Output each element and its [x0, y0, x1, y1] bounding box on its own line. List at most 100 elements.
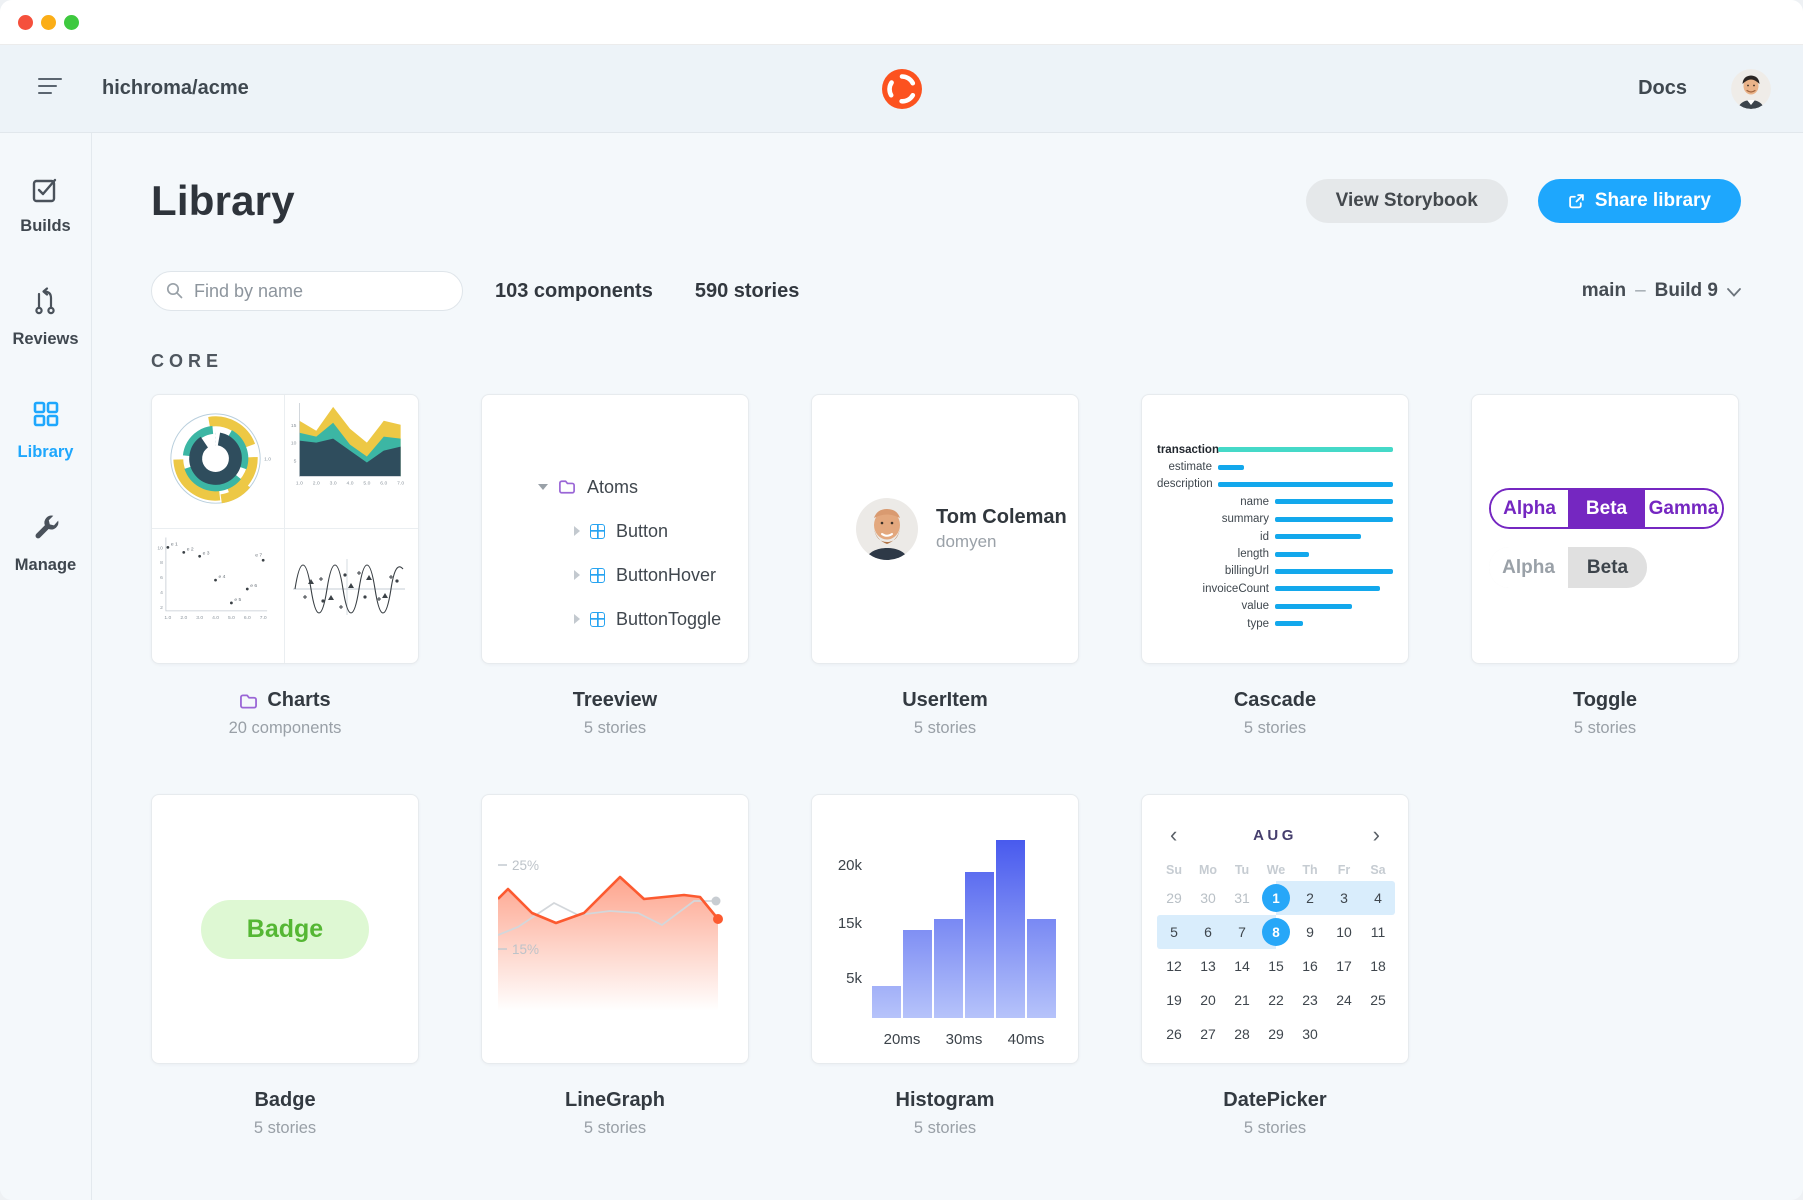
calendar-day-number: 29: [1166, 890, 1182, 906]
svg-text:1.0: 1.0: [264, 457, 271, 463]
calendar-day: 10: [1327, 915, 1361, 949]
linegraph-card-subtitle: 5 stories: [583, 1119, 647, 1137]
linegraph-card-title: LineGraph: [564, 1089, 665, 1111]
calendar-day-number: 4: [1374, 890, 1382, 906]
useritem-avatar: [856, 498, 918, 560]
components-count: 103 components: [495, 279, 653, 302]
charts-thumbnail: 1.0 15: [152, 395, 418, 663]
cascade-card[interactable]: transaction estimate descrip: [1141, 394, 1409, 664]
cascade-row: transaction: [1157, 441, 1393, 458]
calendar-day: 31: [1225, 881, 1259, 915]
calendar-day: 21: [1225, 983, 1259, 1017]
svg-text:25%: 25%: [512, 858, 539, 873]
component-cell-toggle: Alpha Beta Gamma Alpha Beta Toggle 5 storie…: [1471, 394, 1739, 738]
cascade-row-label: estimate: [1168, 461, 1212, 474]
view-storybook-label: View Storybook: [1335, 190, 1478, 211]
search-input[interactable]: [151, 271, 463, 311]
badge-card-subtitle: 5 stories: [253, 1119, 317, 1137]
svg-text:e 3: e 3: [203, 550, 210, 556]
cascade-row-label: transaction: [1157, 443, 1219, 456]
sidebar-item-reviews[interactable]: Reviews: [12, 286, 79, 349]
calendar-day: 11: [1361, 915, 1395, 949]
toggle-segment: Gamma: [1645, 490, 1722, 527]
histogram-x-label: 30ms: [945, 1031, 983, 1048]
useritem-card-subtitle: 5 stories: [913, 719, 977, 737]
view-storybook-button[interactable]: View Storybook: [1305, 179, 1508, 223]
build-selector[interactable]: main – Build 9: [1582, 280, 1741, 302]
calendar-day-number: 7: [1238, 924, 1246, 940]
linegraph-card[interactable]: 25% 15%: [481, 794, 749, 1064]
sidebar-item-manage[interactable]: Manage: [15, 512, 76, 575]
histogram-card[interactable]: 20k 15k 5k 20ms 30ms 40ms: [811, 794, 1079, 1064]
branch-separator: –: [1635, 280, 1646, 301]
docs-link[interactable]: Docs: [1638, 77, 1687, 99]
datepicker-card[interactable]: ‹ AUG › Su Mo Tu We Th Fr Sa: [1141, 794, 1409, 1064]
badge-card[interactable]: Badge: [151, 794, 419, 1064]
useritem-card[interactable]: Tom Coleman domyen: [811, 394, 1079, 664]
app-header: hichroma/acme Docs: [0, 45, 1803, 133]
calendar-weekdays: Su Mo Tu We Th Fr Sa: [1157, 859, 1393, 881]
calendar-day-number: 8: [1272, 924, 1280, 940]
calendar-weekday: Th: [1302, 863, 1318, 877]
calendar-day-number: 27: [1200, 1026, 1216, 1042]
component-grid: 1.0 1 5: [151, 394, 1741, 1138]
calendar-day: 14: [1225, 949, 1259, 983]
toggle-segment: Beta: [1568, 490, 1645, 527]
svg-text:1.0: 1.0: [296, 480, 303, 486]
component-cell-datepicker: ‹ AUG › Su Mo Tu We Th Fr Sa: [1141, 794, 1409, 1138]
calendar-day-number: 3: [1340, 890, 1348, 906]
caret-icon: [574, 614, 580, 624]
calendar-day-number: 17: [1336, 958, 1352, 974]
component-icon: [590, 611, 605, 627]
calendar-day-number: 11: [1370, 924, 1386, 940]
calendar-day-number: 30: [1200, 890, 1216, 906]
toggle-card-title: Toggle: [1572, 689, 1638, 711]
sidebar-item-builds[interactable]: Builds: [20, 175, 71, 236]
cascade-row-label: value: [1241, 600, 1270, 613]
histogram-bar: [872, 986, 901, 1018]
calendar-day: 17: [1327, 949, 1361, 983]
close-button[interactable]: [18, 14, 33, 30]
useritem-username: domyen: [936, 532, 997, 551]
charts-card[interactable]: 1.0 15: [151, 394, 419, 664]
useritem-card-title: UserItem: [902, 689, 988, 711]
calendar-day-number: 9: [1306, 924, 1314, 940]
share-library-button[interactable]: Share library: [1537, 179, 1741, 223]
treeview-card[interactable]: Atoms Button: [481, 394, 749, 664]
calendar-day-number: 5: [1170, 924, 1178, 940]
sidebar-label-manage: Manage: [14, 556, 77, 574]
sidebar-item-library[interactable]: Library: [18, 399, 73, 462]
histogram-y-label: 5k: [846, 970, 862, 987]
menu-icon[interactable]: [38, 77, 62, 100]
svg-text:7.0: 7.0: [397, 480, 404, 486]
histogram-y-label: 15k: [837, 915, 862, 932]
calendar-day-number: 26: [1166, 1026, 1182, 1042]
calendar-day: 4: [1361, 881, 1395, 915]
toggle-card[interactable]: Alpha Beta Gamma Alpha Beta: [1471, 394, 1739, 664]
calendar-day: 29: [1259, 1017, 1293, 1051]
histogram-bar: [996, 840, 1025, 1018]
tree-item: Atoms: [538, 465, 748, 509]
tree-item-icon: [590, 523, 605, 539]
user-avatar[interactable]: [1731, 68, 1771, 109]
scatter-chart-thumb: e 1 e 2 e 3 e 4 e 5 e 6 e 7: [152, 529, 285, 663]
toggle-card-subtitle: 5 stories: [1573, 719, 1637, 737]
cascade-row-label: description: [1157, 478, 1213, 491]
calendar-day: 1: [1259, 881, 1293, 915]
calendar-day-number: 30: [1302, 1026, 1318, 1042]
calendar-next-icon: ›: [1372, 822, 1380, 847]
zoom-button[interactable]: [64, 14, 79, 30]
org-breadcrumb[interactable]: hichroma/acme: [102, 77, 249, 99]
calendar-day: 22: [1259, 983, 1293, 1017]
cascade-card-subtitle: 5 stories: [1243, 719, 1307, 737]
tree-item-label: Atoms: [587, 476, 639, 497]
svg-text:2: 2: [160, 605, 163, 611]
calendar-day-number: 1: [1272, 890, 1280, 906]
cascade-thumbnail: transaction estimate descrip: [1142, 395, 1408, 632]
cascade-row-label: type: [1247, 617, 1269, 630]
calendar-day: 5: [1157, 915, 1191, 949]
minimize-button[interactable]: [41, 14, 56, 30]
svg-text:5.0: 5.0: [363, 480, 370, 486]
chromatic-logo[interactable]: [881, 68, 923, 110]
